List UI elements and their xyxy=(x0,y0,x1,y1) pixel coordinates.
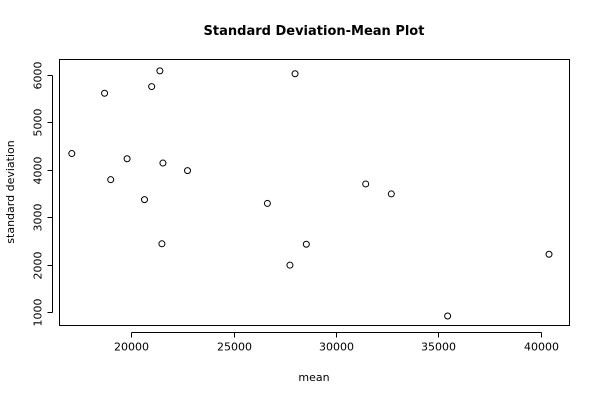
x-axis: 20000 25000 30000 35000 40000 xyxy=(114,332,559,354)
data-point xyxy=(263,199,271,207)
data-point xyxy=(387,190,395,198)
data-point xyxy=(159,159,167,167)
x-tick-label: 40000 xyxy=(524,341,559,354)
data-points xyxy=(68,67,553,320)
y-axis: 1000 2000 3000 4000 5000 6000 xyxy=(32,62,53,327)
data-point xyxy=(158,240,166,248)
data-point xyxy=(107,176,115,184)
data-point xyxy=(141,196,148,204)
x-tick-label: 25000 xyxy=(217,341,252,354)
data-point xyxy=(444,312,452,320)
y-tick-label: 1000 xyxy=(32,299,45,327)
y-tick-label: 3000 xyxy=(32,204,45,232)
data-point xyxy=(286,261,294,269)
data-point xyxy=(68,150,76,158)
data-point xyxy=(291,70,299,78)
y-tick-label: 5000 xyxy=(32,109,45,137)
chart-title: Standard Deviation-Mean Plot xyxy=(204,24,425,39)
x-tick-label: 30000 xyxy=(319,341,354,354)
data-point xyxy=(156,67,164,75)
data-point xyxy=(362,180,370,188)
data-point xyxy=(545,250,553,258)
data-point xyxy=(101,89,109,97)
y-tick-label: 4000 xyxy=(32,157,45,185)
plot-area-border xyxy=(59,59,570,326)
data-point xyxy=(184,167,192,175)
data-point xyxy=(148,83,156,91)
data-point xyxy=(302,240,310,248)
data-point xyxy=(123,155,131,163)
y-tick-label: 2000 xyxy=(32,252,45,280)
x-tick-label: 20000 xyxy=(114,341,149,354)
y-tick-label: 6000 xyxy=(32,62,45,90)
x-tick-label: 35000 xyxy=(421,341,456,354)
y-axis-label: standard deviation xyxy=(4,140,17,243)
x-axis-label: mean xyxy=(298,371,329,384)
